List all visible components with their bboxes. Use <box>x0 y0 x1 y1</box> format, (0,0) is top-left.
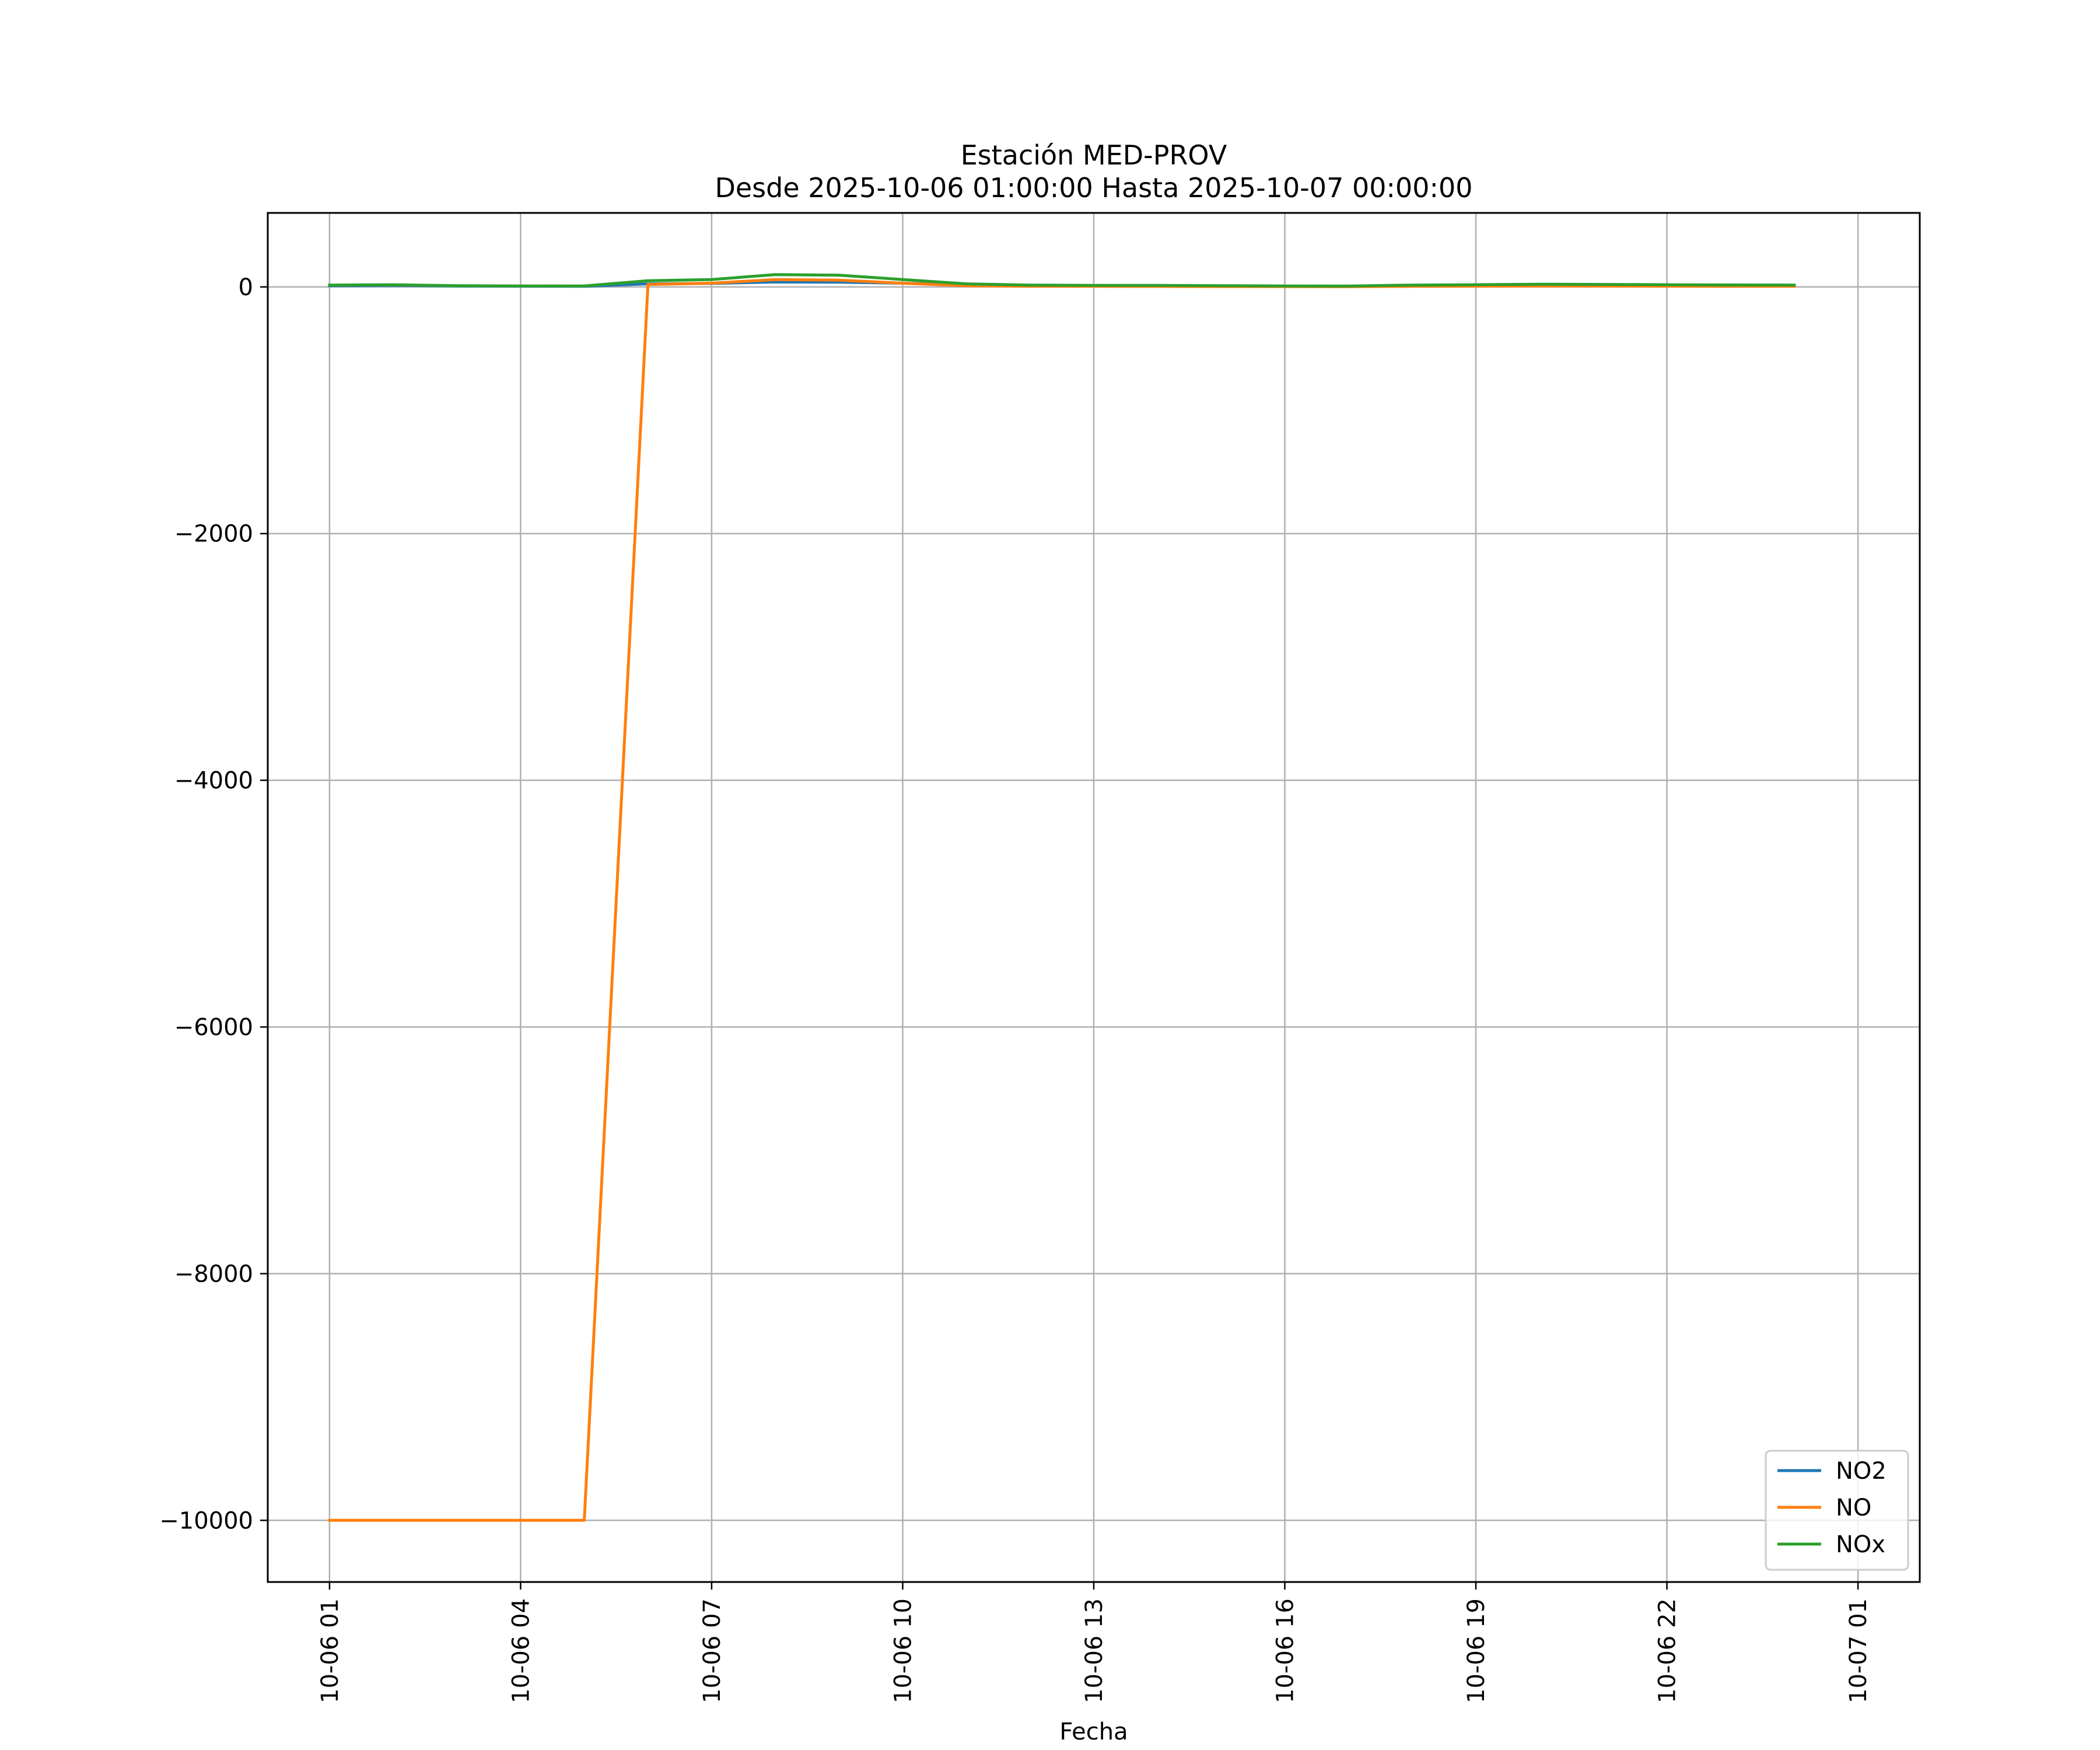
chart-subtitle: Desde 2025-10-06 01:00:00 Hasta 2025-10-… <box>715 172 1472 204</box>
x-tick-label: 10-06 19 <box>1463 1598 1490 1703</box>
series-line-nox <box>328 273 1796 288</box>
x-tick-label: 10-06 07 <box>699 1598 726 1703</box>
series-lines <box>328 273 1796 1522</box>
x-tick-label: 10-06 13 <box>1081 1598 1108 1703</box>
x-tick-label: 10-06 04 <box>508 1598 534 1703</box>
x-tick-label: 10-06 10 <box>890 1598 916 1703</box>
chart-title: Estación MED-PROV <box>961 139 1227 171</box>
y-tick-label: 0 <box>239 274 253 301</box>
y-tick-label: −8000 <box>174 1261 253 1287</box>
x-tick-labels: 10-06 01 10-06 04 10-06 07 10-06 10 10-06 13… <box>317 1598 1872 1703</box>
y-tick-label: −4000 <box>174 768 253 794</box>
x-tick-label: 10-06 22 <box>1654 1598 1681 1703</box>
legend-frame <box>1765 1450 1909 1571</box>
legend-label-no: NO <box>1836 1494 1871 1521</box>
x-axis-label: Fecha <box>1059 1718 1128 1745</box>
y-tick-labels: 0 −2000 −4000 −6000 −8000 −10000 <box>159 274 253 1534</box>
grid <box>268 213 1920 1582</box>
y-tick-label: −2000 <box>174 521 253 548</box>
legend: NO2 NO NOx <box>1765 1450 1909 1571</box>
axis-ticks <box>260 286 1859 1590</box>
x-tick-label: 10-07 01 <box>1845 1598 1872 1703</box>
y-tick-label: −6000 <box>174 1014 253 1041</box>
legend-label-nox: NOx <box>1836 1531 1885 1558</box>
x-tick-label: 10-06 01 <box>317 1598 344 1703</box>
x-tick-label: 10-06 16 <box>1272 1598 1299 1703</box>
legend-label-no2: NO2 <box>1836 1458 1887 1485</box>
y-tick-label: −10000 <box>159 1507 253 1534</box>
